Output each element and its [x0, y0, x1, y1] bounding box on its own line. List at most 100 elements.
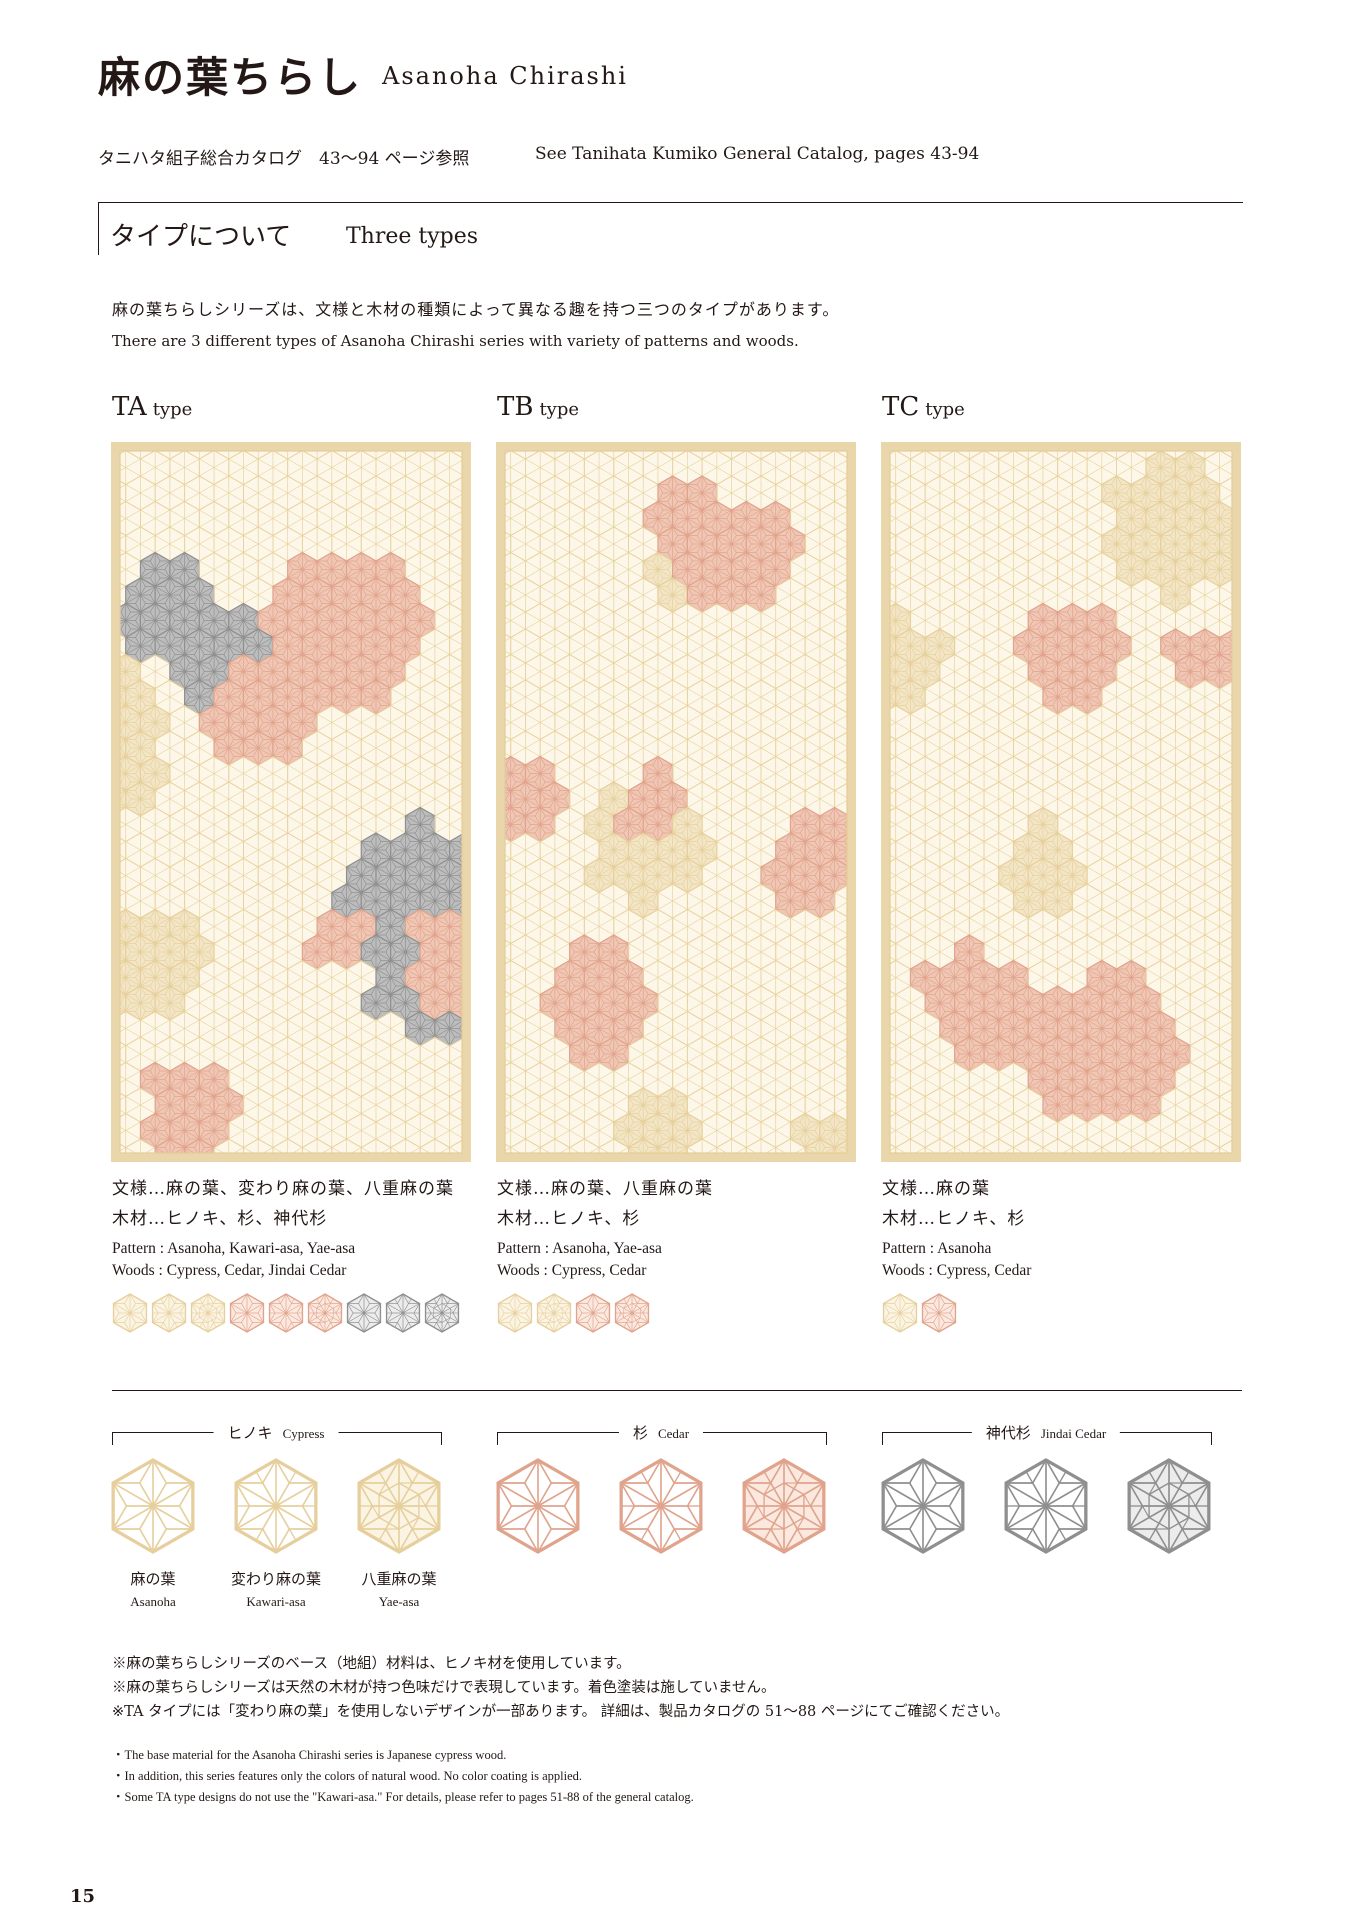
panel-pattern-cell [598, 934, 630, 970]
jindai-kawari-icon [1004, 1458, 1088, 1554]
panel-pattern-cell [1115, 959, 1147, 996]
wood-name-en: Jindai Cedar [1040, 1426, 1107, 1441]
panel-pattern-cell [804, 832, 836, 868]
panel-pattern-cell [1189, 475, 1221, 511]
panel-grid-cell [613, 602, 644, 639]
intro-text-en: There are 3 different types of Asanoha C… [112, 332, 799, 350]
panel-grid-cell [449, 1139, 462, 1153]
wood-name-en: Cypress [282, 1426, 325, 1441]
swatch-cedar-asanoha-icon [229, 1293, 265, 1333]
panel-pattern-cell [583, 806, 615, 843]
cedar-kawari-icon [619, 1458, 703, 1554]
panel-pattern-cell [184, 628, 215, 664]
note-en-3: ・Some TA type designs do not use the "Ka… [112, 1790, 694, 1804]
intro-text-jp: 麻の葉ちらしシリーズは、文様と木材の種類によって異なる趣を持つ三つのタイプがあり… [112, 300, 840, 319]
woods-jp-tc: 木材…ヒノキ、杉 [882, 1209, 1026, 1229]
panel-pattern-cell [1071, 1087, 1103, 1123]
panel-pattern-cell [716, 577, 747, 613]
panel-pattern-cell [657, 781, 688, 817]
panel-pattern-cell [434, 959, 462, 996]
panel-pattern-cell [686, 832, 718, 868]
panel-pattern-cell [716, 526, 747, 562]
panel-pattern-cell [1042, 679, 1073, 715]
panel-pattern-cell [1189, 526, 1221, 562]
panel-pattern-cell [154, 1087, 186, 1123]
hinoki-asanoha-icon [111, 1458, 195, 1554]
panel-pattern-cell [1042, 883, 1073, 919]
page-title-en: Asanoha Chirashi [382, 62, 628, 90]
panel-pattern-cell [1130, 1087, 1162, 1123]
swatch-hinoki-asanoha-icon [882, 1293, 918, 1333]
swatch-row-ta [112, 1293, 460, 1333]
panel-pattern-cell [1160, 1036, 1191, 1072]
panel-pattern-cell [198, 1112, 230, 1149]
panel-pattern-cell [287, 551, 318, 588]
kumiko-panel-tb-illustration [496, 442, 856, 1162]
panel-pattern-cell [939, 1010, 970, 1047]
woods-en-tc: Woods : Cypress, Cedar [882, 1262, 1032, 1279]
panel-pattern-cell [760, 500, 792, 537]
wood-label-hinoki: ヒノキ Cypress [213, 1422, 339, 1443]
panel-pattern-cell [139, 755, 171, 792]
panel-pattern-cell [139, 959, 171, 996]
section-frame [98, 202, 1243, 255]
woods-jp-tb: 木材…ヒノキ、杉 [497, 1209, 641, 1229]
panel-grid-cell [198, 908, 230, 945]
panel-pattern-cell [1130, 475, 1162, 511]
swatch-jindai-yae-icon [424, 1293, 460, 1333]
section-divider [112, 1390, 1242, 1391]
panel-pattern-cell [627, 1138, 659, 1153]
pattern-jp-ta: 文様…麻の葉、変わり麻の葉、八重麻の葉 [112, 1179, 454, 1199]
hinoki-kawari-icon [234, 1458, 318, 1554]
jindai-yae-icon [1127, 1458, 1211, 1554]
panel-pattern-cell [331, 628, 362, 664]
panel-pattern-cell [895, 628, 926, 664]
panel-pattern-cell [375, 653, 407, 690]
panel-pattern-cell [613, 1112, 644, 1149]
panel-pattern-cell [287, 602, 318, 639]
panel-pattern-cell [1115, 1061, 1147, 1098]
panel-tb [496, 442, 856, 1162]
panel-pattern-cell [1101, 526, 1132, 562]
panel-grid-cell [983, 679, 1014, 715]
pattern-caption-asanoha-jp: 麻の葉 [130, 1570, 176, 1588]
panel-pattern-cell [316, 602, 348, 639]
pattern-caption-kawari-jp: 変わり麻の葉 [230, 1570, 322, 1588]
pattern-caption-yae-en: Yae-asa [378, 1594, 420, 1609]
panel-pattern-cell [331, 883, 362, 919]
panel-pattern-cell [613, 806, 644, 843]
type-code: TA [112, 392, 147, 422]
panel-pattern-cell [404, 1010, 436, 1047]
panel-grid-cell [228, 959, 259, 996]
panel-pattern-cell [539, 985, 571, 1021]
panel-pattern-cell [505, 806, 527, 843]
page-title-jp: 麻の葉ちらし [98, 53, 363, 102]
panel-pattern-cell [345, 857, 377, 894]
panel-pattern [890, 451, 1232, 1153]
swatch-jindai-kawari-icon [385, 1293, 421, 1333]
panel-pattern-cell [316, 551, 348, 588]
panel-pattern-cell [272, 730, 303, 766]
panel-pattern-cell [686, 577, 718, 613]
jindai-pattern-samples [881, 1458, 1211, 1554]
cedar-pattern-samples [496, 1458, 826, 1554]
panel-pattern-cell [924, 985, 956, 1021]
panel-pattern-cell [169, 602, 200, 639]
panel-pattern-cell [169, 653, 200, 690]
swatch-row-tb [497, 1293, 650, 1333]
catalog-reference-en: See Tanihata Kumiko General Catalog, pag… [535, 144, 980, 164]
pattern-caption-yae-jp: 八重麻の葉 [361, 1570, 437, 1588]
panel-pattern-cell [184, 934, 215, 970]
swatch-hinoki-kawari-icon [151, 1293, 187, 1333]
pattern-caption-kawari-en: Kawari-asa [246, 1594, 306, 1609]
panel-pattern-cell [1057, 1061, 1088, 1098]
swatch-hinoki-yae-icon [536, 1293, 572, 1333]
panel-grid-cell [1219, 1139, 1232, 1153]
panel-pattern-cell [1027, 602, 1059, 639]
panel-pattern-cell [1027, 653, 1059, 690]
panel-grid-cell [672, 908, 703, 945]
cedar-asanoha-icon [496, 1458, 580, 1554]
panel-pattern-cell [360, 679, 392, 715]
panel-pattern-cell [390, 934, 421, 970]
swatch-hinoki-yae-icon [190, 1293, 226, 1333]
